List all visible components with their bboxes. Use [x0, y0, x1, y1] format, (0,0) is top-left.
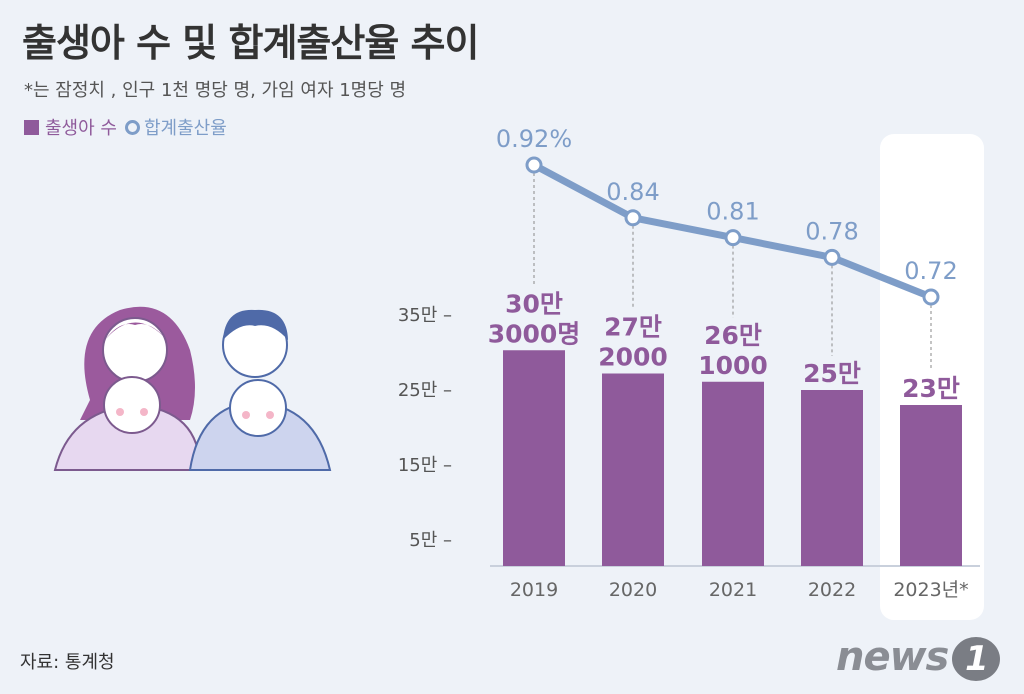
logo-badge: 1: [952, 637, 1001, 681]
bar-data-label: 27만: [604, 313, 662, 342]
source-note: 자료: 통계청: [20, 652, 115, 673]
tfr-data-label: 0.72: [904, 257, 957, 285]
bar-data-label: 26만: [704, 321, 762, 350]
x-tick-label: 2021: [709, 579, 757, 601]
x-tick-label: 2023년*: [893, 579, 968, 601]
y-tick-label: 5만 –: [409, 530, 452, 551]
tfr-point: [823, 248, 841, 266]
bar: [602, 373, 664, 566]
bar: [503, 350, 565, 566]
bar-data-label: 1000: [698, 351, 768, 380]
bar-data-label: 25만: [803, 359, 861, 388]
bar: [801, 390, 863, 566]
y-tick-label: 15만 –: [398, 455, 452, 476]
bar: [702, 381, 764, 566]
tfr-data-label: 0.84: [606, 178, 659, 206]
tfr-point: [922, 288, 940, 306]
bar-data-label: 2000: [598, 343, 668, 372]
tfr-data-label: 0.81: [706, 198, 759, 226]
legend-tfr-label: 합계출산율: [143, 118, 227, 139]
legend-births-swatch: [24, 119, 39, 135]
legend: 출생아 수 합계출산율: [24, 114, 227, 140]
family-illustration: [53, 306, 332, 471]
tfr-data-label: 0.92%: [496, 125, 572, 153]
tfr-point: [724, 229, 742, 247]
tfr-point: [525, 156, 543, 174]
tfr-point: [624, 209, 642, 227]
y-tick-label: 25만 –: [398, 380, 452, 401]
y-tick-label: 35만 –: [398, 305, 452, 326]
x-tick-label: 2019: [510, 579, 558, 601]
legend-tfr-swatch: [124, 119, 140, 135]
chart-subtitle: *는 잠정치 , 인구 1천 명당 명, 가임 여자 1명당 명: [24, 80, 407, 101]
logo-text: news: [836, 634, 949, 680]
bar-data-label: 30만: [505, 289, 563, 318]
news1-logo: news 1: [836, 634, 1001, 681]
bar: [900, 405, 962, 566]
bar-data-label: 3000명: [488, 319, 581, 348]
x-tick-label: 2020: [609, 579, 657, 601]
chart-title: 출생아 수 및 합계출산율 추이: [22, 21, 479, 65]
x-tick-label: 2022: [808, 579, 856, 601]
tfr-data-label: 0.78: [805, 217, 858, 245]
bar-data-label: 23만: [902, 374, 960, 403]
legend-births-label: 출생아 수: [45, 118, 117, 139]
